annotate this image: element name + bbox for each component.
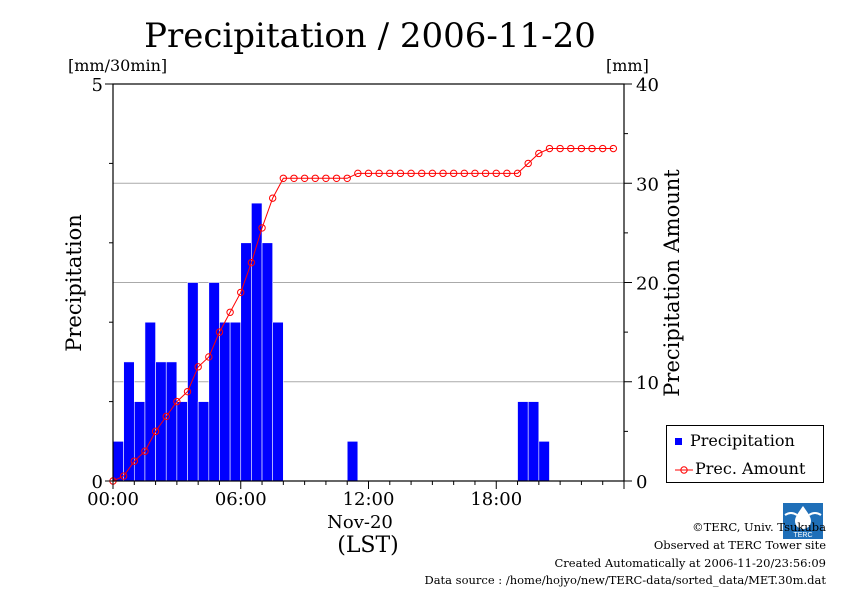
prec-amount-point [311, 174, 319, 182]
precipitation-bar [517, 401, 529, 482]
prec-amount-point [460, 169, 469, 178]
chart-title: Precipitation / 2006-11-20 [144, 16, 596, 56]
prec-amount-point [141, 447, 149, 455]
prec-amount-point [162, 412, 170, 421]
prec-amount-point [481, 169, 490, 178]
precipitation-bar [187, 282, 199, 482]
prec-amount-point [343, 174, 351, 182]
precipitation-bar [133, 401, 146, 482]
prec-amount-point [449, 169, 458, 178]
prec-amount-point [577, 144, 586, 153]
precipitation-bar [261, 242, 273, 482]
precipitation-bar [144, 321, 156, 482]
prec-amount-point [567, 144, 575, 153]
prec-amount-point [503, 169, 511, 178]
legend-item-prec-amount: Prec. Amount [675, 459, 805, 478]
prec-amount-point [588, 144, 596, 153]
prec-amount-point [407, 169, 415, 178]
logo-text: TERC [793, 532, 812, 539]
x-tick-label: 00:00 [87, 489, 139, 510]
prec-amount-point [386, 169, 394, 178]
left-tick-label: 0 [92, 472, 103, 493]
prec-amount-point [119, 472, 128, 480]
x-axis-date-label: Nov-20 [327, 512, 393, 533]
prec-amount-point [428, 169, 437, 178]
prec-amount-point [545, 144, 554, 153]
prec-amount-path [112, 148, 614, 482]
prec-amount-point [364, 169, 373, 178]
prec-amount-point [439, 169, 447, 178]
precipitation-bar [176, 401, 188, 482]
precipitation-bar [197, 401, 210, 482]
right-axis-unit: [mm] [606, 56, 649, 75]
prec-amount-line [109, 144, 618, 485]
precipitation-bar [208, 282, 220, 482]
right-tick-label: 10 [636, 373, 659, 394]
prec-amount-point [237, 288, 245, 297]
precipitation-bar [538, 440, 550, 482]
right-tick-label: 0 [636, 472, 647, 493]
prec-amount-point [471, 169, 479, 178]
legend-line-swatch [675, 465, 693, 475]
footer-site: Observed at TERC Tower site [653, 538, 826, 552]
prec-amount-point [332, 174, 341, 182]
x-tick-label: 18:00 [470, 489, 522, 510]
prec-amount-point [215, 328, 224, 336]
precipitation-bar [229, 321, 242, 482]
prec-amount-point [535, 149, 543, 158]
prec-amount-point [375, 169, 383, 178]
terc-logo: TERC [783, 503, 823, 539]
prec-amount-point [226, 308, 234, 316]
prec-amount-point [183, 387, 192, 396]
prec-amount-point [173, 397, 181, 406]
precipitation-bar [219, 321, 231, 482]
precipitation-bar [112, 440, 124, 482]
x-tick-label: 06:00 [215, 489, 267, 510]
prec-amount-point [524, 159, 532, 168]
tick-labels: 00:00 06:00 12:00 18:00 0 5 0 10 20 30 40 [87, 75, 659, 510]
prec-amount-point [354, 169, 362, 178]
prec-amount-point [258, 224, 266, 232]
precipitation-bar [272, 321, 284, 482]
prec-amount-point [322, 174, 330, 182]
prec-amount-point [194, 363, 202, 371]
prec-amount-point [130, 457, 138, 465]
legend-item-precipitation: Precipitation [675, 431, 795, 450]
legend-bar-swatch [675, 438, 682, 445]
prec-amount-point [492, 169, 500, 178]
precipitation-bars [112, 202, 550, 482]
prec-amount-point [609, 144, 618, 153]
right-tick-label: 40 [636, 75, 659, 96]
prec-amount-point [268, 194, 277, 202]
legend-label-precipitation: Precipitation [690, 431, 795, 450]
left-axis-unit: [mm/30min] [68, 56, 168, 75]
x-axis-unit-label: (LST) [337, 533, 399, 558]
prec-amount-point [151, 427, 160, 436]
prec-amount-point [599, 144, 607, 153]
precipitation-bar [527, 401, 540, 482]
prec-amount-point [396, 169, 405, 178]
precipitation-bar [346, 440, 359, 482]
legend-label-prec-amount: Prec. Amount [695, 459, 806, 478]
legend: Precipitation Prec. Amount [666, 425, 824, 483]
right-tick-label: 30 [636, 174, 659, 195]
footer-created: Created Automatically at 2006-11-20/23:5… [554, 556, 827, 570]
prec-amount-point [279, 174, 288, 182]
prec-amount-point [290, 174, 298, 182]
precipitation-bar [155, 361, 167, 482]
prec-amount-point [418, 169, 426, 178]
left-tick-label: 5 [92, 75, 103, 96]
right-tick-label: 20 [636, 274, 659, 295]
axes [105, 83, 632, 489]
footer-copyright: ©TERC, Univ. Tsukuba [692, 520, 826, 534]
prec-amount-point [513, 169, 522, 178]
prec-amount-point [247, 258, 256, 267]
precipitation-bar [165, 361, 178, 482]
footer-source: Data source : /home/hojyo/new/TERC-data/… [424, 573, 826, 587]
x-tick-label: 12:00 [343, 489, 395, 510]
prec-amount-point [556, 144, 564, 153]
prec-amount-point [300, 174, 309, 182]
prec-amount-point [205, 353, 213, 361]
